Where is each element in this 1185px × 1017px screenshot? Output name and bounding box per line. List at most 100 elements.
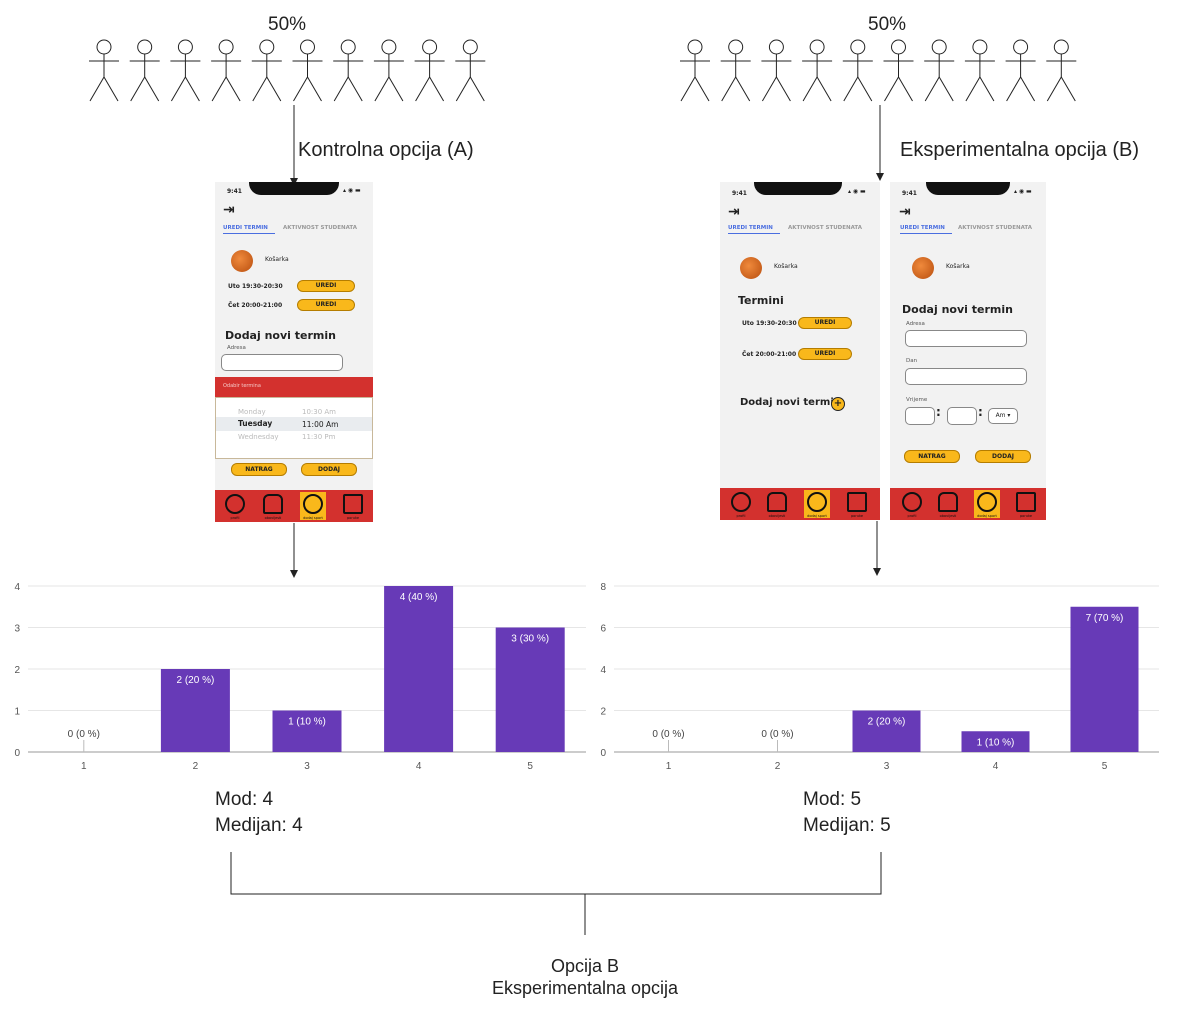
bar	[272, 710, 342, 752]
person-icon	[455, 39, 486, 102]
chat-icon[interactable]	[1016, 492, 1036, 512]
picker-day: Tuesday	[238, 419, 273, 428]
profile-icon[interactable]	[225, 494, 245, 514]
slot-1-label: Uto 19:30-20:30	[228, 283, 283, 290]
bar-label: 7 (70 %)	[1086, 613, 1124, 624]
address-input[interactable]	[221, 354, 343, 371]
chart-experimental-svg: 0 2 4 6 8 0 (0 %) 1 0 (0 %) 2 2 (20 %) 3 1 (10 %) 4 7…	[600, 582, 1159, 772]
nav-label-profil: profil	[736, 514, 746, 518]
nav-label-profil: profil	[230, 516, 240, 520]
x-tick-label: 2	[775, 761, 781, 772]
add-sport-icon[interactable]	[977, 492, 997, 512]
profile-icon[interactable]	[902, 492, 922, 512]
tab-aktivnost-studenata[interactable]: AKTIVNOST STUDENATA	[958, 225, 1032, 231]
nav-label-poruke: poruke	[850, 514, 864, 518]
sport-name: Košarka	[265, 256, 289, 263]
bell-icon[interactable]	[938, 492, 958, 512]
phone-notch	[926, 182, 1010, 195]
x-tick-label: 3	[884, 761, 890, 772]
bar-label: 2 (20 %)	[177, 675, 215, 686]
bell-icon[interactable]	[263, 494, 283, 514]
profile-icon[interactable]	[731, 492, 751, 512]
am-pm-select[interactable]: Am ▾	[988, 408, 1018, 424]
bar	[384, 586, 454, 752]
right-mode: Mod: 5	[803, 789, 862, 810]
add-button[interactable]: DODAJ	[975, 450, 1031, 463]
x-tick-label: 3	[304, 761, 310, 772]
status-time: 9:41	[227, 188, 242, 195]
logout-icon[interactable]: ⇥	[899, 204, 911, 220]
chat-icon[interactable]	[847, 492, 867, 512]
y-tick-label: 4	[14, 582, 20, 593]
edit-slot-2-button[interactable]: UREDI	[297, 299, 355, 311]
person-icon	[89, 39, 119, 102]
picker-selection	[216, 417, 372, 431]
add-new-slot-link[interactable]: Dodaj novi termin	[740, 397, 841, 408]
back-button[interactable]: NATRAG	[231, 463, 287, 476]
x-tick-label: 2	[193, 761, 199, 772]
person-icon	[964, 39, 995, 102]
add-sport-icon[interactable]	[807, 492, 827, 512]
chat-icon[interactable]	[343, 494, 363, 514]
phone-chart-arrows	[290, 521, 881, 578]
day-input[interactable]	[905, 368, 1027, 385]
picker-day: Wednesday	[238, 433, 279, 441]
x-tick-label: 4	[993, 761, 999, 772]
add-button[interactable]: DODAJ	[301, 463, 357, 476]
nav-label-dodaj-sport: dodaj sport	[807, 514, 827, 518]
plus-icon[interactable]: +	[831, 397, 845, 411]
slot-2-label: Čet 20:00-21:00	[742, 351, 797, 358]
phone-notch	[754, 182, 842, 195]
y-tick-label: 2	[600, 707, 606, 718]
person-icon	[1005, 39, 1036, 102]
phone-notch	[249, 182, 339, 195]
y-tick-label: 1	[14, 707, 20, 718]
status-icons: ▴ ◉ ▬	[848, 188, 866, 195]
hour-input[interactable]	[905, 407, 935, 425]
nav-label-dodaj-sport: dodaj sport	[303, 516, 323, 520]
slots-heading: Termini	[738, 294, 784, 307]
tab-aktivnost-studenata[interactable]: AKTIVNOST STUDENATA	[283, 225, 357, 231]
left-mode: Mod: 4	[215, 789, 274, 810]
bell-icon[interactable]	[767, 492, 787, 512]
add-sport-icon[interactable]	[303, 494, 323, 514]
person-icon	[414, 39, 445, 102]
bar	[1070, 606, 1139, 752]
x-tick-label: 4	[416, 761, 422, 772]
tab-uredi-termin[interactable]: UREDI TERMIN	[900, 225, 945, 231]
person-icon	[680, 39, 710, 102]
nav-label-obavijesti: obavijesti	[768, 514, 786, 518]
nav-label-obavijesti: obavijesti	[264, 516, 282, 520]
edit-slot-2-button[interactable]: UREDI	[798, 348, 852, 360]
person-icon	[373, 39, 404, 102]
address-input[interactable]	[905, 330, 1027, 347]
edit-slot-1-button[interactable]: UREDI	[297, 280, 355, 292]
time-picker[interactable]: Monday 10:30 Am Tuesday 11:00 Am Wednesd…	[215, 397, 373, 459]
logout-icon[interactable]: ⇥	[728, 204, 740, 220]
bar	[495, 627, 565, 752]
bottom-nav: profil obavijesti dodaj sport poruke	[215, 490, 373, 522]
right-population-group	[680, 39, 1077, 102]
person-icon	[924, 39, 955, 102]
y-tick-label: 3	[14, 624, 20, 635]
sport-name: Košarka	[774, 263, 798, 270]
basketball-icon	[231, 250, 253, 272]
tab-uredi-termin[interactable]: UREDI TERMIN	[223, 225, 268, 231]
arrow-right-head	[876, 173, 884, 181]
phone-control: 9:41 ▴ ◉ ▬ ⇥ UREDI TERMIN AKTIVNOST STUD…	[215, 182, 373, 522]
person-icon	[292, 39, 323, 102]
tab-aktivnost-studenata[interactable]: AKTIVNOST STUDENATA	[788, 225, 862, 231]
nav-label-dodaj-sport: dodaj sport	[977, 514, 997, 518]
bar-label: 2 (20 %)	[868, 717, 906, 728]
edit-slot-1-button[interactable]: UREDI	[798, 317, 852, 329]
add-new-slot-heading: Dodaj novi termin	[225, 329, 336, 342]
y-tick-label: 0	[600, 748, 606, 759]
minute-input[interactable]	[947, 407, 977, 425]
bar	[852, 710, 921, 752]
back-button[interactable]: NATRAG	[904, 450, 960, 463]
time-separator: :	[978, 405, 983, 419]
conclusion-line2: Eksperimentalna opcija	[491, 978, 679, 998]
left-median: Medijan: 4	[215, 815, 303, 836]
tab-uredi-termin[interactable]: UREDI TERMIN	[728, 225, 773, 231]
logout-icon[interactable]: ⇥	[223, 202, 235, 218]
